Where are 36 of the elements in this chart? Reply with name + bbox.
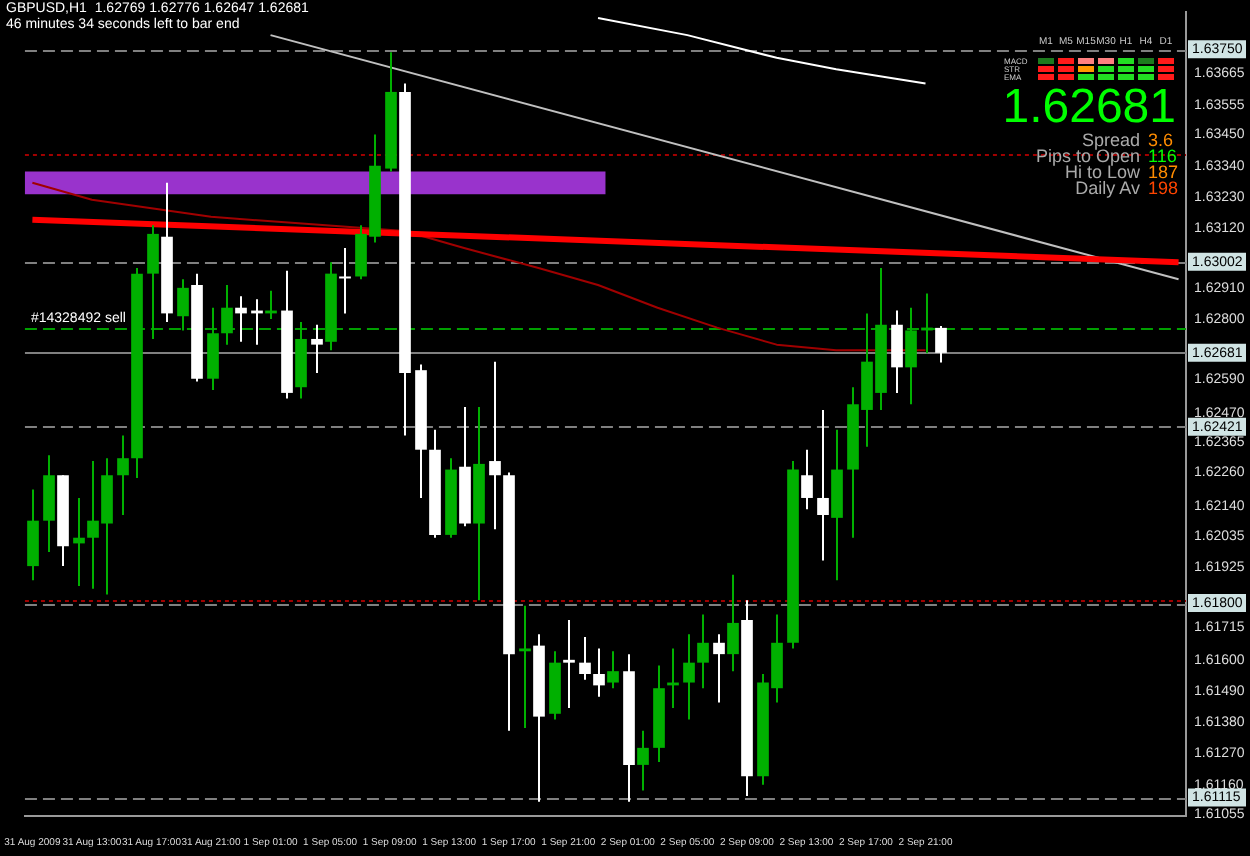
candlestick <box>339 247 351 315</box>
candlestick <box>221 284 233 346</box>
candlestick <box>43 454 55 553</box>
candlestick <box>593 647 605 698</box>
candlestick <box>579 636 591 681</box>
candlestick <box>637 729 649 792</box>
annotation: Daily Av <box>1075 178 1140 198</box>
annotation: 1.62681 <box>1002 80 1176 134</box>
candlestick <box>891 309 903 394</box>
candlestick <box>935 324 947 364</box>
candlestick <box>607 650 619 690</box>
annotation: 116 <box>1148 146 1177 166</box>
candlestick <box>519 604 531 729</box>
candlestick <box>489 360 501 531</box>
candlestick <box>73 496 85 587</box>
candlestick <box>117 434 129 517</box>
candlestick <box>147 224 159 340</box>
annotation: 187 <box>1148 162 1179 182</box>
annotation: Hi to Low <box>1064 162 1140 182</box>
candlestick <box>683 633 695 721</box>
candlestick <box>27 488 39 582</box>
candlestick <box>713 633 725 704</box>
candlestick <box>905 306 917 406</box>
candlestick <box>311 323 323 375</box>
annotation: Spread <box>1081 130 1140 150</box>
candlestick <box>235 295 247 343</box>
candlestick <box>817 408 829 562</box>
candlestick <box>177 278 189 332</box>
candlestick <box>727 573 739 673</box>
annotation: Pips to Open <box>1035 146 1140 166</box>
candlestick <box>207 306 219 392</box>
annotation: 198 <box>1148 178 1179 198</box>
annotation: 3.6 <box>1148 130 1174 150</box>
candlestick <box>801 448 813 511</box>
candlestick <box>563 619 575 710</box>
candlestick <box>697 613 709 690</box>
